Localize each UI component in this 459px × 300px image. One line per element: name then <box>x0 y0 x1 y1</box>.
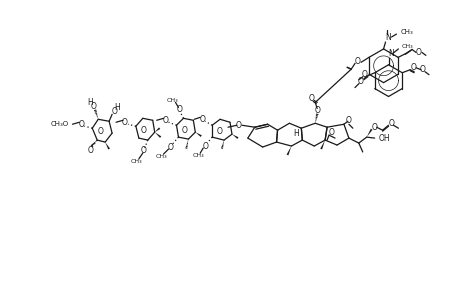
Text: CH₃: CH₃ <box>166 98 178 103</box>
Polygon shape <box>90 140 97 147</box>
Text: O: O <box>353 57 359 66</box>
Text: O: O <box>308 94 313 103</box>
Text: CH₃: CH₃ <box>192 153 204 158</box>
Polygon shape <box>105 142 110 149</box>
Text: O: O <box>235 121 241 130</box>
Text: O: O <box>140 126 146 135</box>
Text: OH: OH <box>378 134 389 142</box>
Text: O: O <box>162 116 168 125</box>
Text: O: O <box>140 146 146 155</box>
Polygon shape <box>319 140 325 149</box>
Text: O: O <box>202 142 208 151</box>
Polygon shape <box>231 134 238 139</box>
Polygon shape <box>286 146 291 155</box>
Text: O: O <box>90 102 96 111</box>
Text: O: O <box>419 65 425 74</box>
Text: N: N <box>388 50 393 58</box>
Text: CH₃: CH₃ <box>131 159 142 164</box>
Text: CH₃O: CH₃O <box>50 121 68 127</box>
Polygon shape <box>154 128 160 132</box>
Text: O: O <box>97 127 103 136</box>
Text: O: O <box>181 126 187 135</box>
Text: CH₃: CH₃ <box>399 29 412 35</box>
Text: O: O <box>111 107 117 116</box>
Text: CH₃: CH₃ <box>401 44 412 50</box>
Text: O: O <box>167 142 173 152</box>
Polygon shape <box>195 132 202 137</box>
Text: O: O <box>409 63 415 72</box>
Text: O: O <box>199 115 205 124</box>
Text: O: O <box>345 116 351 125</box>
Text: O: O <box>216 127 222 136</box>
Text: O: O <box>176 105 182 114</box>
Text: O: O <box>87 146 93 154</box>
Polygon shape <box>366 129 372 137</box>
Text: O: O <box>78 120 84 129</box>
Text: O: O <box>388 119 393 128</box>
Text: N: N <box>385 33 391 42</box>
Text: H: H <box>114 103 120 112</box>
Text: O: O <box>313 106 319 115</box>
Text: O: O <box>371 123 377 132</box>
Text: O: O <box>122 118 128 127</box>
Text: O: O <box>357 77 363 86</box>
Text: O: O <box>361 70 367 79</box>
Text: H: H <box>293 129 299 138</box>
Text: CH₃: CH₃ <box>156 154 167 159</box>
Text: O: O <box>415 48 421 57</box>
Text: O: O <box>328 128 334 137</box>
Polygon shape <box>154 132 161 138</box>
Text: H: H <box>87 98 93 107</box>
